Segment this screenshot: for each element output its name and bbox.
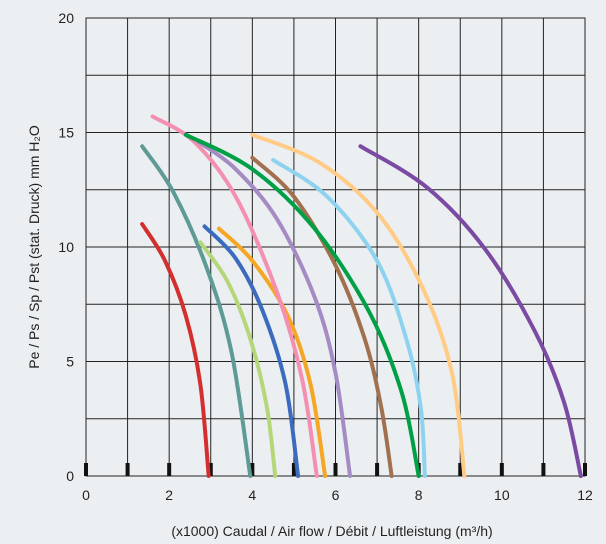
- series-curve: [202, 224, 301, 478]
- x-tick-label: 8: [415, 487, 423, 503]
- y-tick-label: 5: [66, 354, 74, 370]
- x-axis-title: (x1000) Caudal / Air flow / Débit / Luft…: [171, 523, 492, 539]
- baseline-marker: [125, 463, 130, 476]
- y-tick-label: 10: [58, 239, 74, 255]
- baseline-marker: [333, 463, 338, 476]
- baseline-marker: [541, 463, 546, 476]
- series-curve: [250, 132, 467, 478]
- x-tick-label: 0: [82, 487, 90, 503]
- series-curve: [183, 132, 421, 478]
- x-tick-label: 12: [577, 487, 593, 503]
- x-tick-label: 4: [248, 487, 256, 503]
- y-tick-labels: 0 5 10 15 20: [58, 10, 74, 484]
- series-curve: [358, 144, 583, 478]
- y-tick-label: 15: [58, 125, 74, 141]
- x-tick-label: 10: [494, 487, 510, 503]
- x-tick-label: 6: [332, 487, 340, 503]
- baseline-marker: [583, 463, 587, 476]
- y-axis-title: Pe / Ps / Sp / Pst (stat. Druck) mm H₂O: [26, 125, 42, 369]
- series-curve: [150, 114, 319, 478]
- baseline-marker: [167, 463, 172, 476]
- y-tick-label: 0: [66, 468, 74, 484]
- baseline-marker: [208, 463, 213, 476]
- x-tick-labels: 0 2 4 6 8 10 12: [82, 487, 593, 503]
- series-curve: [140, 222, 211, 478]
- series-curves: [140, 114, 583, 478]
- grid: [85, 17, 586, 477]
- series-curve: [140, 144, 253, 478]
- series-curve: [196, 139, 353, 478]
- baseline-marker: [375, 463, 380, 476]
- x-tick-label: 2: [165, 487, 173, 503]
- series-curve: [250, 155, 394, 478]
- baseline-marker: [499, 463, 504, 476]
- series-curve: [217, 226, 328, 478]
- series-curve: [271, 157, 427, 478]
- baseline-marker: [458, 463, 463, 476]
- series-curve: [198, 240, 278, 478]
- baseline-marker: [250, 463, 255, 476]
- y-tick-label: 20: [58, 10, 74, 26]
- baseline-marker: [291, 463, 296, 476]
- baseline-marker: [84, 463, 88, 476]
